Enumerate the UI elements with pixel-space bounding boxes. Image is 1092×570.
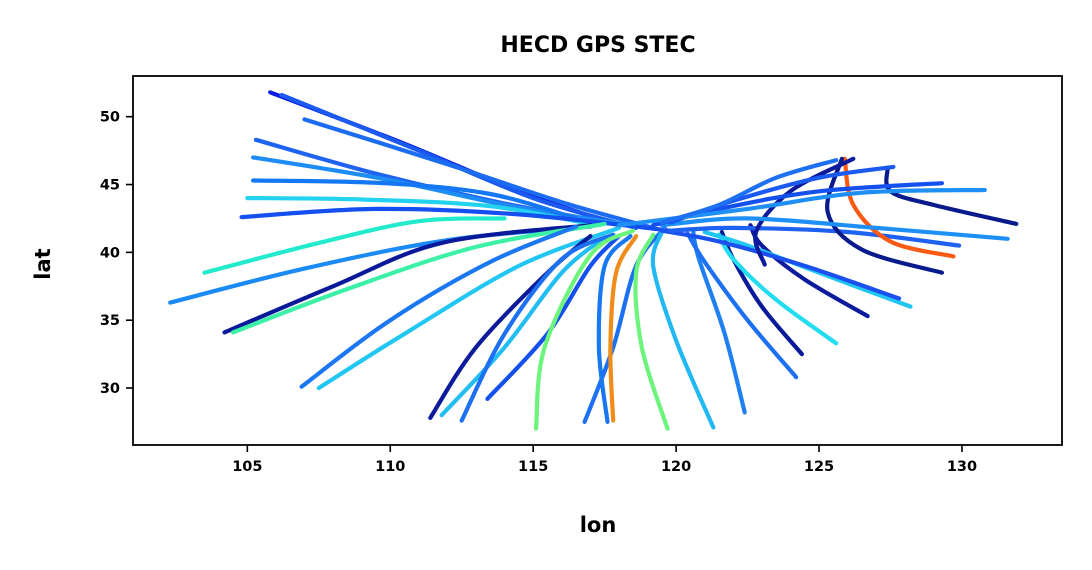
- series-line-5: [251, 155, 644, 229]
- plot-area-frame: [132, 75, 1063, 446]
- x-tick-label: 105: [232, 459, 262, 475]
- series-line-16: [439, 235, 607, 418]
- y-tick-label: 35: [100, 313, 120, 329]
- series-line-31: [659, 228, 902, 301]
- x-tick-label: 130: [947, 459, 977, 475]
- series-line-24: [650, 229, 716, 430]
- y-axis: 30 35 40 45 50: [100, 110, 133, 397]
- series-line-3: [302, 117, 656, 230]
- y-tick-label: 40: [100, 245, 120, 261]
- x-tick-label: 115: [518, 459, 548, 475]
- chart-title: HECD GPS STEC: [500, 33, 695, 58]
- series-line-8: [239, 206, 673, 233]
- series-line-6: [251, 178, 579, 221]
- y-tick-label: 45: [100, 178, 120, 194]
- series-line-19: [533, 228, 636, 431]
- series-line-35: [753, 156, 856, 267]
- x-tick-label: 110: [375, 459, 405, 475]
- series-line-26: [685, 231, 799, 380]
- y-tick-label: 50: [100, 110, 120, 126]
- y-axis-label: lat: [31, 248, 55, 279]
- y-tick-label: 30: [100, 381, 120, 397]
- series-line-37: [884, 166, 1019, 226]
- series-line-22: [608, 234, 639, 423]
- x-tick-label: 125: [804, 459, 834, 475]
- series-line-32: [668, 225, 962, 248]
- series-line-30: [702, 229, 913, 309]
- series-line-13: [316, 225, 621, 391]
- series-line-14: [299, 224, 579, 389]
- x-tick-label: 120: [661, 459, 691, 475]
- x-axis: 105 110 115 120 125 130: [232, 445, 977, 475]
- series-line-9: [202, 216, 507, 275]
- series-line-11: [222, 223, 593, 335]
- series-line-34: [825, 156, 944, 275]
- series-line-28: [716, 232, 839, 346]
- series-line-36: [659, 216, 1010, 241]
- series-line-18: [485, 234, 621, 401]
- plot-lines: [168, 90, 1019, 431]
- series-line-21: [596, 234, 633, 424]
- series-line-12: [230, 221, 607, 335]
- x-axis-label: lon: [580, 513, 617, 537]
- series-line-41: [659, 158, 839, 225]
- series-line-23: [633, 232, 670, 431]
- series-line-17: [459, 232, 616, 423]
